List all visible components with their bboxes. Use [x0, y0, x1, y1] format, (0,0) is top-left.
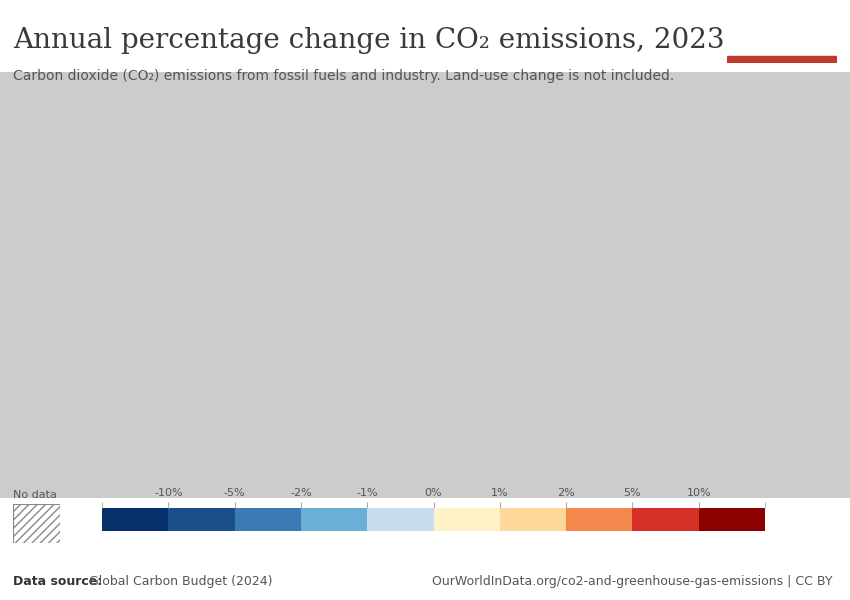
- Text: OurWorldInData.org/co2-and-greenhouse-gas-emissions | CC BY: OurWorldInData.org/co2-and-greenhouse-ga…: [433, 575, 833, 588]
- Text: Annual percentage change in CO₂ emissions, 2023: Annual percentage change in CO₂ emission…: [13, 27, 724, 54]
- Text: No data: No data: [13, 490, 57, 500]
- Text: Global Carbon Budget (2024): Global Carbon Budget (2024): [85, 575, 273, 588]
- Bar: [727, 56, 837, 63]
- Text: Our World
in Data: Our World in Data: [752, 18, 812, 40]
- Text: Carbon dioxide (CO₂) emissions from fossil fuels and industry. Land-use change i: Carbon dioxide (CO₂) emissions from foss…: [13, 69, 674, 83]
- Text: Data source:: Data source:: [13, 575, 102, 588]
